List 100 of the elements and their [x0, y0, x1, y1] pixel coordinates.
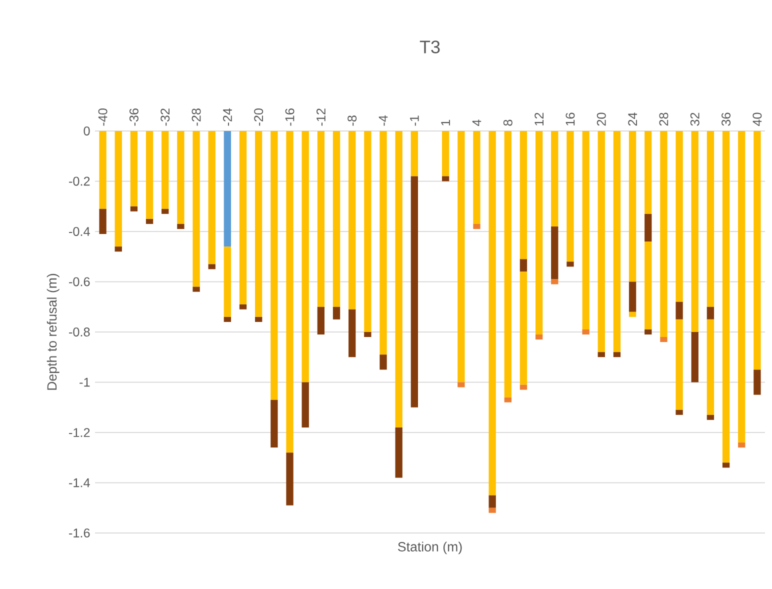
bar — [582, 130, 590, 330]
bar — [504, 397, 512, 402]
bar — [270, 400, 278, 448]
bar — [302, 382, 309, 428]
bar — [364, 130, 372, 332]
x-tick-label: -28 — [192, 108, 201, 126]
bar — [644, 214, 652, 242]
bar — [348, 130, 356, 310]
bar — [192, 130, 200, 287]
bar — [114, 246, 122, 252]
bar — [488, 130, 496, 496]
bar — [255, 130, 262, 317]
bar — [395, 427, 402, 478]
bar — [317, 130, 325, 307]
bar — [348, 309, 356, 358]
x-tick-label: 36 — [722, 112, 731, 126]
bar — [332, 306, 340, 320]
x-tick-label: -16 — [285, 108, 294, 126]
bar — [754, 370, 761, 395]
bar — [286, 130, 294, 453]
bar — [551, 226, 558, 280]
bar — [628, 312, 636, 317]
bar — [99, 130, 106, 209]
bar — [380, 354, 387, 370]
bar — [598, 130, 605, 352]
bar — [738, 130, 746, 443]
bar — [691, 332, 698, 382]
bar — [676, 319, 683, 410]
bar — [706, 414, 714, 420]
bar — [410, 130, 418, 176]
bar — [691, 130, 698, 332]
bar — [364, 332, 372, 338]
bar — [676, 130, 683, 302]
bar — [628, 282, 636, 312]
bar — [660, 337, 668, 342]
bar — [208, 264, 216, 270]
bar — [442, 176, 450, 182]
bar — [488, 508, 496, 513]
bar — [644, 329, 652, 334]
bar — [395, 130, 402, 428]
bar — [162, 130, 169, 209]
bar — [177, 224, 184, 229]
bar — [520, 384, 528, 390]
bar — [208, 130, 216, 264]
x-tick-label: -4 — [378, 115, 388, 126]
x-tick-label: 4 — [472, 120, 482, 126]
bar — [676, 302, 683, 320]
x-tick-label: 24 — [628, 112, 637, 126]
x-tick-label: 32 — [690, 112, 700, 126]
bar — [520, 259, 528, 272]
bar — [224, 130, 232, 247]
x-tick-label: 20 — [596, 112, 606, 126]
x-tick-label: 28 — [659, 112, 668, 126]
bar — [566, 262, 574, 267]
y-tick-label: -1.4 — [69, 478, 90, 488]
x-tick-label: -12 — [316, 108, 326, 126]
bar — [224, 316, 232, 322]
y-axis-title: Depth to refusal (m) — [46, 274, 60, 390]
y-tick-label: -1.2 — [69, 428, 90, 437]
bar — [613, 352, 621, 358]
bar — [722, 462, 730, 468]
bar — [520, 130, 528, 260]
bar — [442, 130, 450, 176]
bar — [114, 130, 122, 247]
bar — [551, 130, 558, 226]
y-tick-label: -1.6 — [69, 528, 90, 538]
bar — [286, 452, 294, 506]
y-tick-label: -0.4 — [69, 227, 90, 236]
bar — [488, 495, 496, 508]
bar — [458, 382, 465, 388]
bar — [130, 206, 138, 212]
bar — [239, 304, 247, 310]
bar — [146, 218, 154, 224]
bar — [255, 316, 262, 322]
bar — [551, 279, 558, 284]
bar — [660, 130, 668, 338]
x-axis-title: Station (m) — [398, 542, 462, 554]
bar — [177, 130, 184, 224]
bar — [332, 130, 340, 307]
y-tick-label: -0.2 — [69, 176, 90, 186]
x-tick-label: -32 — [160, 108, 170, 126]
bar — [754, 130, 761, 370]
bar — [380, 130, 387, 355]
bar — [582, 329, 590, 334]
bar — [520, 272, 528, 385]
x-tick-label: -20 — [254, 108, 264, 126]
bar — [706, 319, 714, 415]
bar — [302, 130, 309, 382]
bar — [99, 208, 106, 234]
bar — [270, 130, 278, 400]
bar — [535, 130, 543, 334]
x-tick-label: -40 — [98, 108, 108, 126]
bar — [162, 208, 169, 214]
y-tick-label: -0.8 — [69, 328, 90, 336]
y-tick-label: 0 — [84, 126, 90, 136]
bar — [676, 410, 683, 415]
bar — [535, 334, 543, 340]
x-tick-label: 1 — [441, 120, 450, 126]
bar — [146, 130, 154, 219]
x-tick-label: 16 — [566, 112, 575, 126]
